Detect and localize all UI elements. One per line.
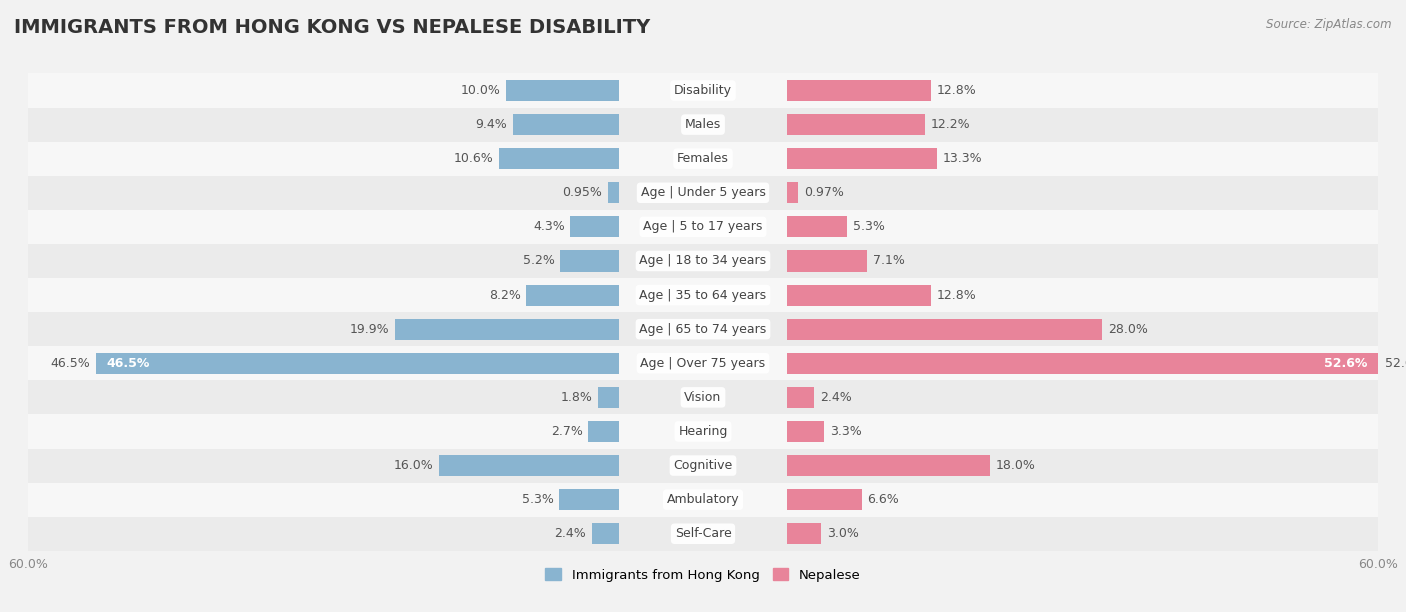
- Text: 18.0%: 18.0%: [995, 459, 1035, 472]
- Bar: [28, 346, 1378, 380]
- Bar: [787, 353, 1379, 374]
- Bar: [560, 489, 619, 510]
- Text: 2.7%: 2.7%: [551, 425, 582, 438]
- Text: Self-Care: Self-Care: [675, 528, 731, 540]
- Text: 3.3%: 3.3%: [830, 425, 862, 438]
- Text: 19.9%: 19.9%: [350, 323, 389, 335]
- Bar: [28, 278, 1378, 312]
- Bar: [599, 387, 619, 408]
- Text: Source: ZipAtlas.com: Source: ZipAtlas.com: [1267, 18, 1392, 31]
- Bar: [787, 319, 1102, 340]
- Text: 5.3%: 5.3%: [522, 493, 554, 506]
- Text: Cognitive: Cognitive: [673, 459, 733, 472]
- Text: 5.3%: 5.3%: [852, 220, 884, 233]
- Bar: [787, 387, 814, 408]
- Text: 12.8%: 12.8%: [936, 84, 977, 97]
- Bar: [28, 449, 1378, 483]
- Bar: [28, 483, 1378, 517]
- Text: 2.4%: 2.4%: [554, 528, 586, 540]
- Bar: [592, 523, 619, 544]
- Bar: [787, 80, 931, 101]
- Bar: [787, 114, 925, 135]
- Text: 0.97%: 0.97%: [804, 186, 844, 200]
- Text: 2.4%: 2.4%: [820, 391, 852, 404]
- Text: 13.3%: 13.3%: [942, 152, 983, 165]
- Bar: [439, 455, 619, 476]
- Bar: [28, 176, 1378, 210]
- Text: 12.8%: 12.8%: [936, 289, 977, 302]
- Bar: [28, 517, 1378, 551]
- Text: 4.3%: 4.3%: [533, 220, 565, 233]
- Bar: [499, 148, 619, 170]
- Bar: [395, 319, 619, 340]
- Text: 16.0%: 16.0%: [394, 459, 433, 472]
- Text: 6.6%: 6.6%: [868, 493, 898, 506]
- Bar: [28, 73, 1378, 108]
- Text: 1.8%: 1.8%: [561, 391, 593, 404]
- Bar: [787, 285, 931, 305]
- Bar: [28, 414, 1378, 449]
- Bar: [787, 455, 990, 476]
- Text: Age | Under 5 years: Age | Under 5 years: [641, 186, 765, 200]
- Bar: [526, 285, 619, 305]
- Text: 10.6%: 10.6%: [454, 152, 494, 165]
- Text: Males: Males: [685, 118, 721, 131]
- Text: 28.0%: 28.0%: [1108, 323, 1147, 335]
- Text: Vision: Vision: [685, 391, 721, 404]
- Text: Age | 65 to 74 years: Age | 65 to 74 years: [640, 323, 766, 335]
- Bar: [28, 108, 1378, 141]
- Bar: [28, 141, 1378, 176]
- Bar: [560, 250, 619, 272]
- Bar: [787, 182, 799, 203]
- Bar: [787, 421, 824, 442]
- Bar: [571, 216, 619, 237]
- Text: Age | 5 to 17 years: Age | 5 to 17 years: [644, 220, 762, 233]
- Text: 52.6%: 52.6%: [1324, 357, 1368, 370]
- Text: Females: Females: [678, 152, 728, 165]
- Text: 46.5%: 46.5%: [107, 357, 150, 370]
- Text: 7.1%: 7.1%: [873, 255, 904, 267]
- Text: 8.2%: 8.2%: [489, 289, 520, 302]
- Text: 5.2%: 5.2%: [523, 255, 554, 267]
- Bar: [513, 114, 619, 135]
- Text: Hearing: Hearing: [678, 425, 728, 438]
- Bar: [506, 80, 619, 101]
- Bar: [588, 421, 619, 442]
- Text: Age | 18 to 34 years: Age | 18 to 34 years: [640, 255, 766, 267]
- Bar: [787, 250, 868, 272]
- Bar: [787, 148, 936, 170]
- Bar: [28, 210, 1378, 244]
- Bar: [96, 353, 619, 374]
- Text: 10.0%: 10.0%: [461, 84, 501, 97]
- Bar: [787, 216, 846, 237]
- Text: 12.2%: 12.2%: [931, 118, 970, 131]
- Text: 0.95%: 0.95%: [562, 186, 602, 200]
- Text: 3.0%: 3.0%: [827, 528, 859, 540]
- Text: Age | 35 to 64 years: Age | 35 to 64 years: [640, 289, 766, 302]
- Bar: [28, 380, 1378, 414]
- Text: Disability: Disability: [673, 84, 733, 97]
- Legend: Immigrants from Hong Kong, Nepalese: Immigrants from Hong Kong, Nepalese: [540, 563, 866, 587]
- Bar: [28, 312, 1378, 346]
- Text: Age | Over 75 years: Age | Over 75 years: [641, 357, 765, 370]
- Text: 52.6%: 52.6%: [1385, 357, 1406, 370]
- Bar: [787, 523, 821, 544]
- Bar: [28, 244, 1378, 278]
- Text: 9.4%: 9.4%: [475, 118, 508, 131]
- Bar: [787, 489, 862, 510]
- Bar: [607, 182, 619, 203]
- Text: Ambulatory: Ambulatory: [666, 493, 740, 506]
- Text: 46.5%: 46.5%: [51, 357, 90, 370]
- Text: IMMIGRANTS FROM HONG KONG VS NEPALESE DISABILITY: IMMIGRANTS FROM HONG KONG VS NEPALESE DI…: [14, 18, 651, 37]
